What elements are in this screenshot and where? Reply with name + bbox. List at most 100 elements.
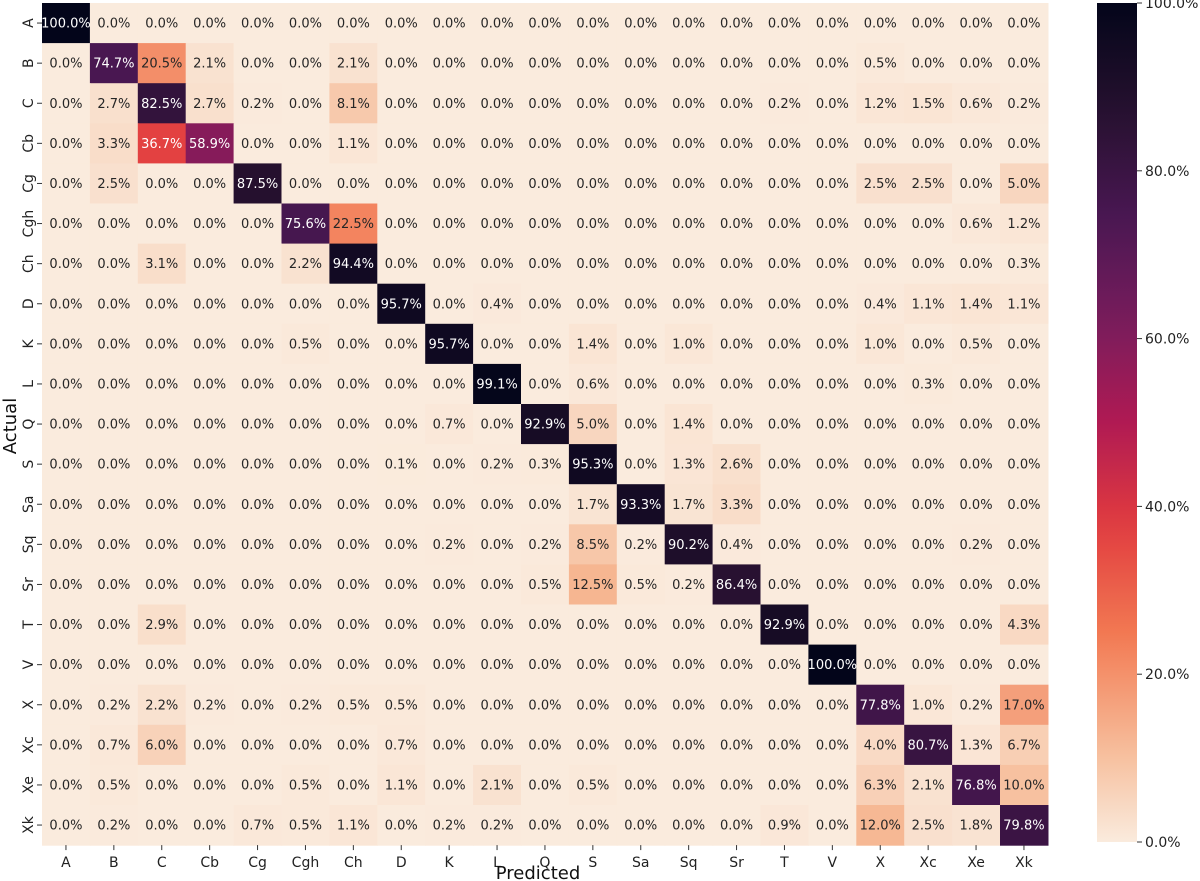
cell-K-V [808,323,857,365]
cell-A-Cb [185,3,235,44]
cell-T-S [568,604,618,646]
cell-Xk-Sa [616,805,666,846]
cell-label-A-X: 0.0% [864,17,897,32]
cell-C-V [808,83,857,124]
cell-V-Sr [712,644,762,686]
cell-V-B [89,644,139,686]
cell-label-Q-Ch: 0.0% [337,418,370,433]
cell-C-Xe [952,83,1001,124]
cell-label-A-Cgh: 0.0% [289,17,322,32]
cell-label-V-Cg: 0.0% [241,658,274,673]
cell-label-S-X: 0.0% [864,458,897,473]
cell-label-K-T: 0.0% [768,337,801,352]
cell-label-A-C: 0.0% [145,17,178,32]
cell-A-S [568,3,618,44]
cell-label-V-L: 0.0% [481,658,514,673]
cell-Xc-K [425,724,474,766]
cell-K-Xe [952,323,1001,365]
cell-label-Sa-B: 0.0% [97,498,130,513]
cell-label-A-Sr: 0.0% [720,17,753,32]
cell-label-Xk-Cgh: 0.5% [289,819,322,834]
cell-Ch-D [377,243,426,285]
cell-K-Xc [904,323,953,365]
cell-label-B-Cgh: 0.0% [289,57,322,72]
y-tick-Xe: Xe [21,776,37,794]
cell-label-V-Q: 0.0% [528,658,561,673]
cell-Xe-S [568,764,618,806]
cell-Sa-C [137,484,187,525]
cell-X-C [137,684,187,726]
cell-V-Cgh [281,644,330,686]
cell-label-Sr-A: 0.0% [49,578,82,593]
cell-Ch-K [425,243,474,285]
cell-label-Sq-X: 0.0% [864,538,897,553]
cell-label-C-K: 0.0% [433,97,466,112]
cell-B-Xc [904,43,953,84]
cell-label-L-Sq: 0.0% [672,377,705,392]
cell-label-Cgh-Xe: 0.6% [960,217,993,232]
y-tick-Ch: Ch [21,254,37,273]
cell-label-D-B: 0.0% [97,297,130,312]
cell-Sa-Q [521,484,570,525]
cell-label-Xk-Xe: 1.8% [960,819,993,834]
cell-label-Sq-V: 0.0% [816,538,849,553]
y-axis-title: Actual [0,398,21,454]
cell-label-K-Xc: 0.0% [912,337,945,352]
cell-label-T-Xe: 0.0% [960,618,993,633]
cell-B-Sr [712,43,762,84]
cell-D-Xe [952,283,1001,325]
cell-Sq-C [137,524,187,565]
cell-S-Sq [664,444,714,485]
cell-Xk-Sr [712,805,762,846]
cell-label-Sq-Xk: 0.0% [1007,538,1040,553]
cell-label-L-A: 0.0% [49,377,82,392]
cell-Xc-Ch [329,724,378,766]
y-tick-B: B [21,58,37,68]
cell-Sa-Sq [664,484,714,525]
cell-C-T [760,83,809,124]
cell-K-Cgh [281,323,330,365]
cell-X-T [760,684,809,726]
cell-Cb-Sr [712,123,762,164]
cell-label-Q-Sr: 0.0% [720,418,753,433]
cell-Cb-S [568,123,618,164]
cell-T-Sq [664,604,714,646]
cell-A-Xe [952,3,1001,44]
cell-label-Cgh-T: 0.0% [768,217,801,232]
cell-label-Q-Cb: 0.0% [193,418,226,433]
cell-label-Xe-C: 0.0% [145,778,178,793]
cell-label-Cb-Sa: 0.0% [624,137,657,152]
cell-label-Cgh-Cgh: 75.6% [285,217,326,232]
cell-Xe-Ch [329,764,378,806]
cell-Sq-Xc [904,524,953,565]
cell-Xc-L [473,724,522,766]
cell-label-Q-A: 0.0% [49,418,82,433]
cell-Ch-B [89,243,139,285]
cell-label-B-T: 0.0% [768,57,801,72]
cell-Xk-X [856,805,905,846]
cell-label-K-C: 0.0% [145,337,178,352]
cell-label-A-Ch: 0.0% [337,17,370,32]
cell-Sq-Cb [185,524,235,565]
cell-L-Xe [952,363,1001,405]
cell-K-Sr [712,323,762,365]
cell-Sr-Xk [1000,564,1049,606]
cell-label-Q-Xk: 0.0% [1007,418,1040,433]
cell-label-V-Ch: 0.0% [337,658,370,673]
cell-label-Cg-D: 0.0% [385,177,418,192]
cell-T-Xk [1000,604,1049,646]
x-tick-D: D [396,855,407,871]
cell-B-C [137,43,187,84]
cell-Sa-Cg [233,484,283,525]
x-tick-B: B [109,855,119,871]
cell-label-A-Q: 0.0% [528,17,561,32]
cell-V-Q [521,644,570,686]
cell-Sr-Xe [952,564,1001,606]
cell-label-L-Cgh: 0.0% [289,377,322,392]
cell-label-Sa-A: 0.0% [49,498,82,513]
cell-X-D [377,684,426,726]
cell-X-Q [521,684,570,726]
cell-label-K-Xk: 0.0% [1007,337,1040,352]
cell-label-Sq-L: 0.0% [481,538,514,553]
x-tick-Ch: Ch [344,855,363,871]
